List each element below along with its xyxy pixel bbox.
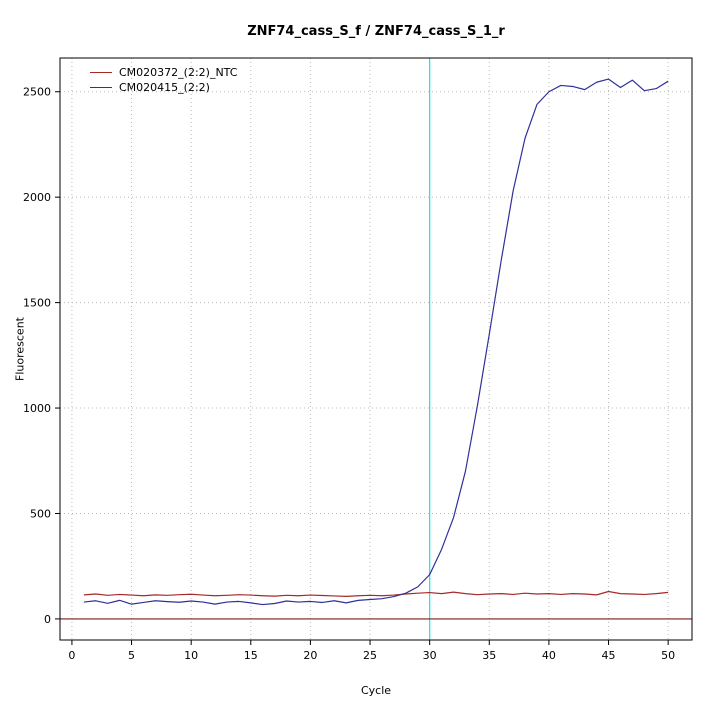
svg-text:40: 40 <box>542 649 556 662</box>
svg-text:1000: 1000 <box>23 402 51 415</box>
svg-text:2000: 2000 <box>23 191 51 204</box>
svg-text:30: 30 <box>423 649 437 662</box>
svg-text:1500: 1500 <box>23 297 51 310</box>
svg-text:5: 5 <box>128 649 135 662</box>
sample-series-line-swatch <box>90 87 112 88</box>
x-axis-label: Cycle <box>360 684 392 697</box>
svg-text:35: 35 <box>482 649 496 662</box>
legend-label-ntc: CM020372_(2:2)_NTC <box>119 66 238 79</box>
svg-text:0: 0 <box>68 649 75 662</box>
legend-item-sample: CM020415_(2:2) <box>90 81 237 94</box>
legend-item-ntc: CM020372_(2:2)_NTC <box>90 66 237 79</box>
svg-text:15: 15 <box>244 649 258 662</box>
svg-text:2500: 2500 <box>23 86 51 99</box>
chart-title: ZNF74_cass_S_f / ZNF74_cass_S_1_r <box>247 24 505 39</box>
svg-text:50: 50 <box>661 649 675 662</box>
svg-text:500: 500 <box>30 507 51 520</box>
legend: CM020372_(2:2)_NTC CM020415_(2:2) <box>90 66 237 94</box>
svg-text:45: 45 <box>602 649 616 662</box>
svg-text:0: 0 <box>44 613 51 626</box>
legend-label-sample: CM020415_(2:2) <box>119 81 210 94</box>
svg-text:10: 10 <box>184 649 198 662</box>
svg-text:25: 25 <box>363 649 377 662</box>
svg-text:20: 20 <box>303 649 317 662</box>
ntc-series-line-swatch <box>90 72 112 73</box>
